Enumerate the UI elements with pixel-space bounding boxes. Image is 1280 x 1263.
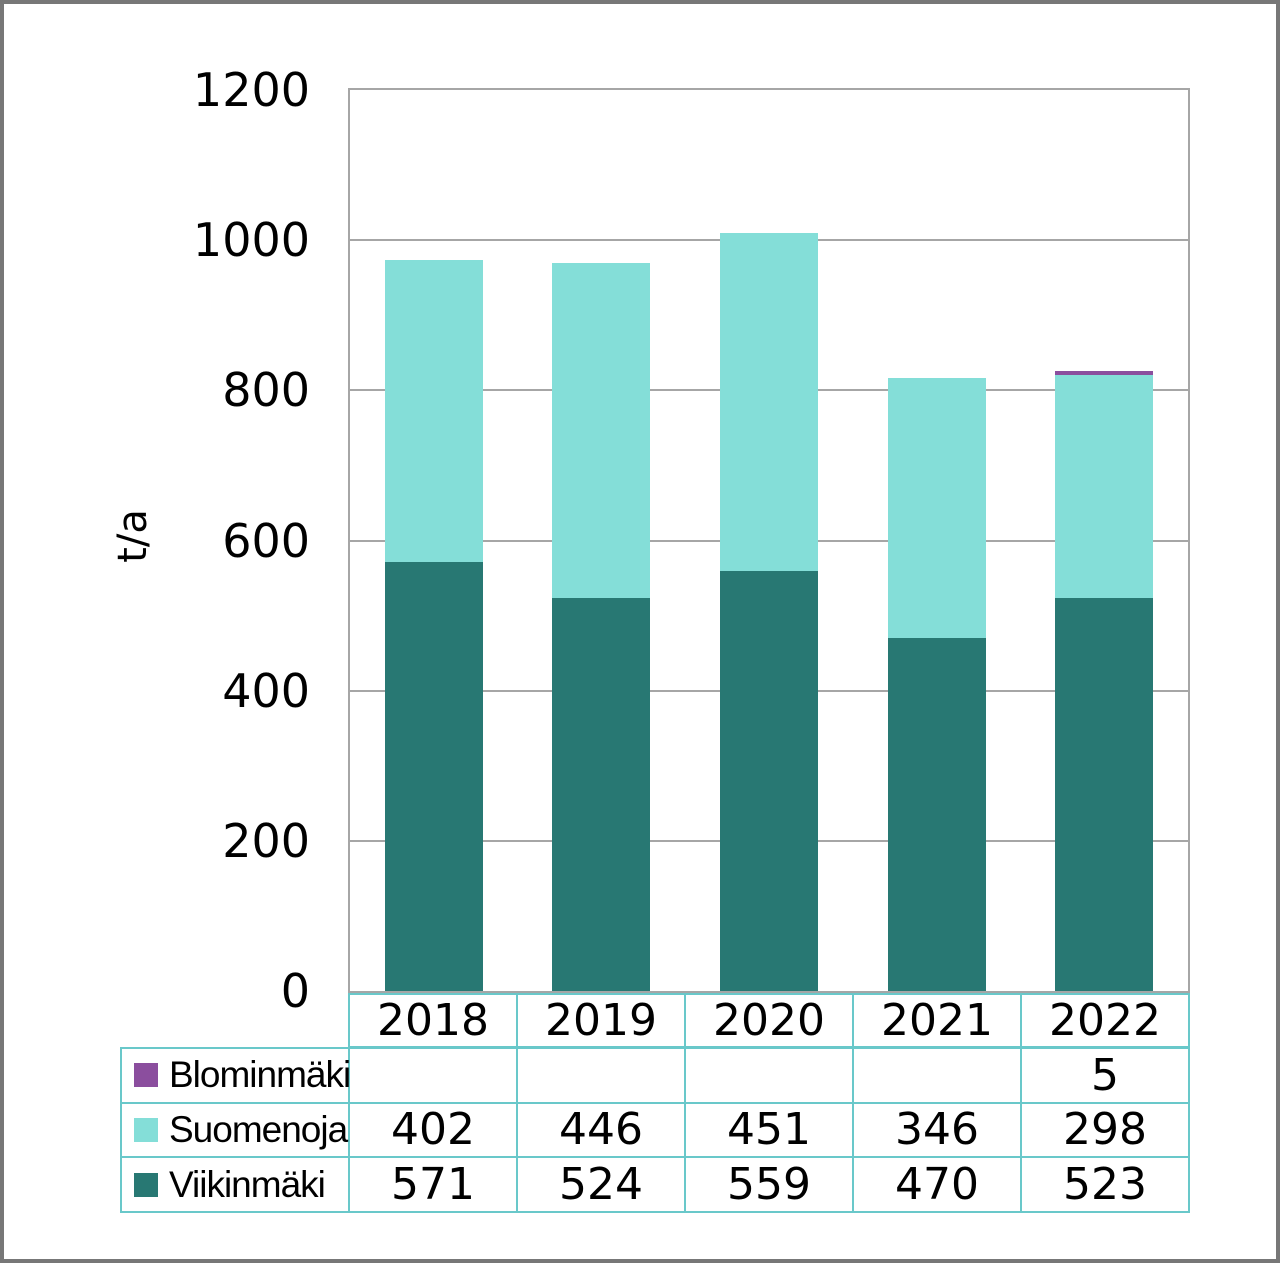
- legend-swatch-icon-blominmaki: [134, 1063, 158, 1088]
- table-value-viikinmaki-2019: 524: [518, 1158, 684, 1211]
- table-value-blominmaki-2020: [686, 1049, 852, 1102]
- legend-cell-viikinmaki: Viikinmäki: [122, 1158, 348, 1211]
- bar-segment-blominmaki-2022: [1055, 370, 1154, 375]
- legend-label-blominmaki: Blominmäki: [169, 1054, 351, 1096]
- year-header-2021: 2021: [854, 995, 1020, 1046]
- table-value-blominmaki-2022: 5: [1022, 1049, 1188, 1102]
- legend-label-viikinmaki: Viikinmäki: [169, 1163, 326, 1205]
- bar-segment-viikinmaki-2020: [720, 571, 818, 991]
- bar-2022: [1055, 370, 1154, 991]
- table-value-blominmaki-2019: [518, 1049, 684, 1102]
- table-value-suomenoja-2018: 402: [350, 1103, 516, 1157]
- bar-segment-viikinmaki-2019: [552, 597, 651, 991]
- bar-segment-suomenoja-2019: [552, 262, 651, 598]
- y-axis-tick-600: 600: [222, 513, 310, 568]
- legend-swatch-icon-suomenoja: [134, 1117, 158, 1142]
- bar-2021: [887, 378, 986, 991]
- table-value-suomenoja-2020: 451: [686, 1103, 852, 1157]
- table-value-blominmaki-2021: [854, 1049, 1020, 1102]
- table-value-viikinmaki-2020: 559: [686, 1158, 852, 1211]
- bar-segment-suomenoja-2018: [384, 260, 483, 563]
- x-axis-year-header-row: 2018 2019 2020 2021 2022: [348, 993, 1190, 1047]
- table-value-viikinmaki-2022: 523: [1022, 1158, 1188, 1211]
- year-header-2022: 2022: [1022, 995, 1188, 1046]
- table-value-blominmaki-2018: [350, 1049, 516, 1102]
- legend-cell-blominmaki: Blominmäki: [122, 1049, 351, 1102]
- y-axis-tick-1000: 1000: [192, 213, 310, 268]
- y-axis-tick-400: 400: [222, 663, 310, 718]
- y-axis-tick-800: 800: [222, 363, 310, 418]
- plot-area: [348, 88, 1190, 993]
- y-axis-tick-0: 0: [280, 964, 310, 1018]
- table-value-viikinmaki-2018: 571: [350, 1158, 516, 1211]
- y-axis-tick-1200: 1200: [192, 63, 310, 117]
- year-header-2019: 2019: [518, 995, 684, 1046]
- table-value-suomenoja-2021: 346: [854, 1103, 1020, 1157]
- table-value-suomenoja-2022: 298: [1022, 1103, 1188, 1157]
- bar-segment-viikinmaki-2021: [887, 638, 986, 991]
- year-header-2020: 2020: [686, 995, 852, 1046]
- legend-cell-suomenoja: Suomenoja: [122, 1103, 348, 1157]
- y-axis-tick-200: 200: [222, 813, 310, 868]
- bar-segment-suomenoja-2022: [1055, 374, 1154, 599]
- bar-2019: [552, 262, 651, 991]
- legend-label-suomenoja: Suomenoja: [169, 1108, 348, 1150]
- table-value-suomenoja-2019: 446: [518, 1103, 684, 1157]
- table-value-viikinmaki-2021: 470: [854, 1158, 1020, 1211]
- bar-segment-suomenoja-2020: [720, 232, 818, 572]
- legend-data-table: Blominmäki 5 Suomenoja 402 446 451 346 298 Viiki…: [120, 1047, 1190, 1213]
- bar-segment-viikinmaki-2022: [1055, 598, 1154, 991]
- bar-segment-suomenoja-2021: [887, 378, 986, 639]
- bar-segment-viikinmaki-2018: [384, 562, 483, 991]
- year-header-2018: 2018: [350, 995, 516, 1046]
- bar-2018: [384, 260, 483, 991]
- bar-2020: [720, 232, 818, 991]
- legend-swatch-icon-viikinmaki: [134, 1172, 158, 1197]
